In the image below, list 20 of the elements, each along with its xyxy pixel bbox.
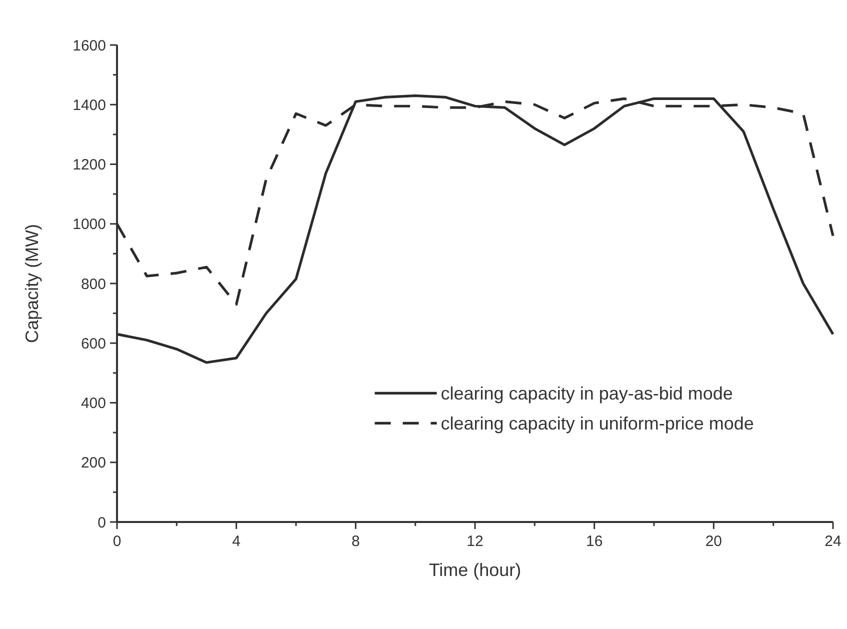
x-tick-label: 0: [112, 533, 122, 550]
x-tick-label: 24: [824, 533, 842, 550]
y-tick-label: 1000: [72, 216, 106, 234]
y-tick-label: 0: [98, 514, 106, 532]
x-tick-label: 8: [351, 533, 360, 550]
legend-label: clearing capacity in pay-as-bid mode: [440, 384, 733, 404]
x-tick-label: 20: [705, 533, 722, 550]
y-tick-label: 800: [80, 276, 106, 293]
x-tick-label: 12: [466, 533, 484, 550]
y-axis-title: Capacity (MW): [22, 224, 42, 344]
y-tick-label: 200: [80, 454, 106, 472]
y-tick-label: 400: [80, 395, 106, 412]
x-axis-title: Time (hour): [428, 560, 522, 580]
y-tick-label: 1400: [72, 96, 106, 114]
y-tick-label: 1200: [72, 156, 106, 174]
y-tick-label: 1600: [72, 37, 106, 54]
y-tick-label: 600: [80, 335, 106, 352]
x-tick-label: 16: [586, 533, 603, 550]
x-tick-label: 4: [232, 533, 241, 550]
legend-label: clearing capacity in uniform-price mode: [440, 414, 754, 434]
